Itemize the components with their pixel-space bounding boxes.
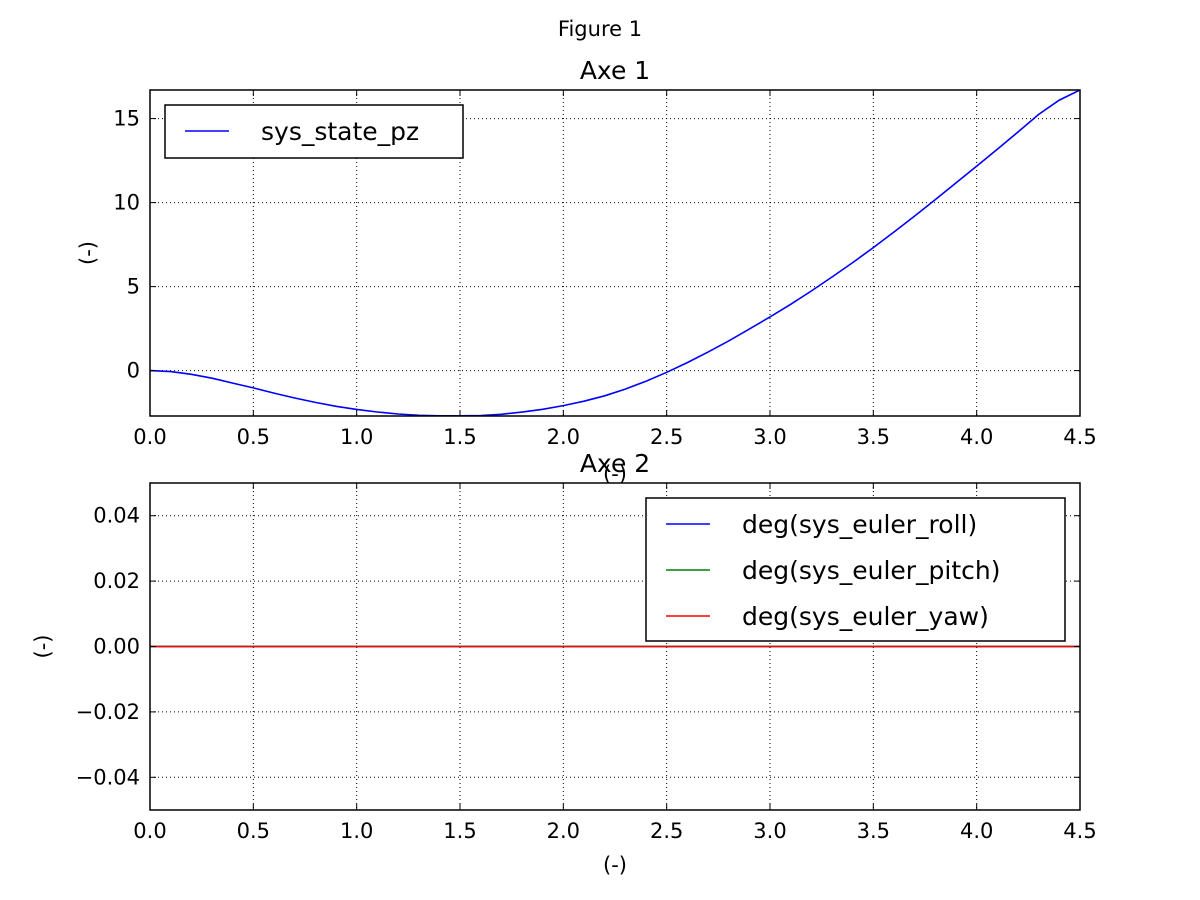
y-tick-label: 10 <box>113 191 140 215</box>
x-tick-label: 4.5 <box>1063 819 1096 843</box>
x-tick-label: 2.0 <box>547 819 580 843</box>
legend: sys_state_pz <box>164 104 464 159</box>
subplot-2: 0.0 0.5 1.0 1.5 2.0 2.5 3.0 3.5 4.0 4.5 −0.04 −0.02… <box>31 449 1097 877</box>
legend-entry: deg(sys_euler_roll) <box>742 510 977 539</box>
y-tick-label: −0.04 <box>76 765 140 789</box>
x-tick-label: 0.5 <box>237 425 270 449</box>
x-tick-label: 2.5 <box>650 425 683 449</box>
y-tick-label: 0.00 <box>93 635 140 659</box>
legend: deg(sys_euler_roll) deg(sys_euler_pitch)d… <box>645 497 1066 642</box>
subplot-title: Axe 2 <box>580 449 650 478</box>
x-axis-label: (-) <box>603 853 627 877</box>
x-tick-label: 1.0 <box>340 819 373 843</box>
series-line-sys-state-pz <box>150 90 1080 416</box>
x-tick-label: 0.5 <box>237 819 270 843</box>
y-tick-label: 0 <box>127 359 140 383</box>
x-tick-label: 1.0 <box>340 425 373 449</box>
x-tick-label: 0.0 <box>133 819 166 843</box>
x-tick-label: 4.5 <box>1063 425 1096 449</box>
y-axis-label: (-) <box>76 241 100 265</box>
y-tick-label: −0.02 <box>76 700 140 724</box>
x-tick-label: 0.0 <box>133 425 166 449</box>
y-axis-label: (-) <box>31 635 55 659</box>
y-tick-label: 0.04 <box>93 504 140 528</box>
legend-entry: sys_state_pz <box>261 117 419 146</box>
x-tick-label: 4.0 <box>960 819 993 843</box>
x-tick-label: 1.5 <box>443 425 476 449</box>
subplot-title: Axe 1 <box>580 56 650 85</box>
x-tick-label: 3.0 <box>753 819 786 843</box>
legend-frame <box>645 497 1066 642</box>
y-tick-label: 15 <box>113 107 140 131</box>
figure-title: Figure 1 <box>558 17 642 41</box>
x-tick-label: 3.5 <box>857 425 890 449</box>
x-tick-label: 3.5 <box>857 819 890 843</box>
x-tick-label: 1.5 <box>443 819 476 843</box>
x-tick-label: 4.0 <box>960 425 993 449</box>
subplot-1: 0.0 0.5 1.0 1.5 2.0 2.5 3.0 3.5 4.0 4.5 0 5 10 15 (-) (… <box>76 56 1097 486</box>
x-tick-label: 2.5 <box>650 819 683 843</box>
x-axis-label: (-) <box>603 462 627 486</box>
x-tick-label: 2.0 <box>547 425 580 449</box>
legend-entry: deg(sys_euler_pitch) <box>742 556 1001 585</box>
x-tick-label: 3.0 <box>753 425 786 449</box>
y-tick-label: 0.02 <box>93 569 140 593</box>
axes-frame <box>149 89 1081 417</box>
legend-entry: deg(sys_euler_yaw) <box>742 602 989 631</box>
y-tick-label: 5 <box>127 275 140 299</box>
